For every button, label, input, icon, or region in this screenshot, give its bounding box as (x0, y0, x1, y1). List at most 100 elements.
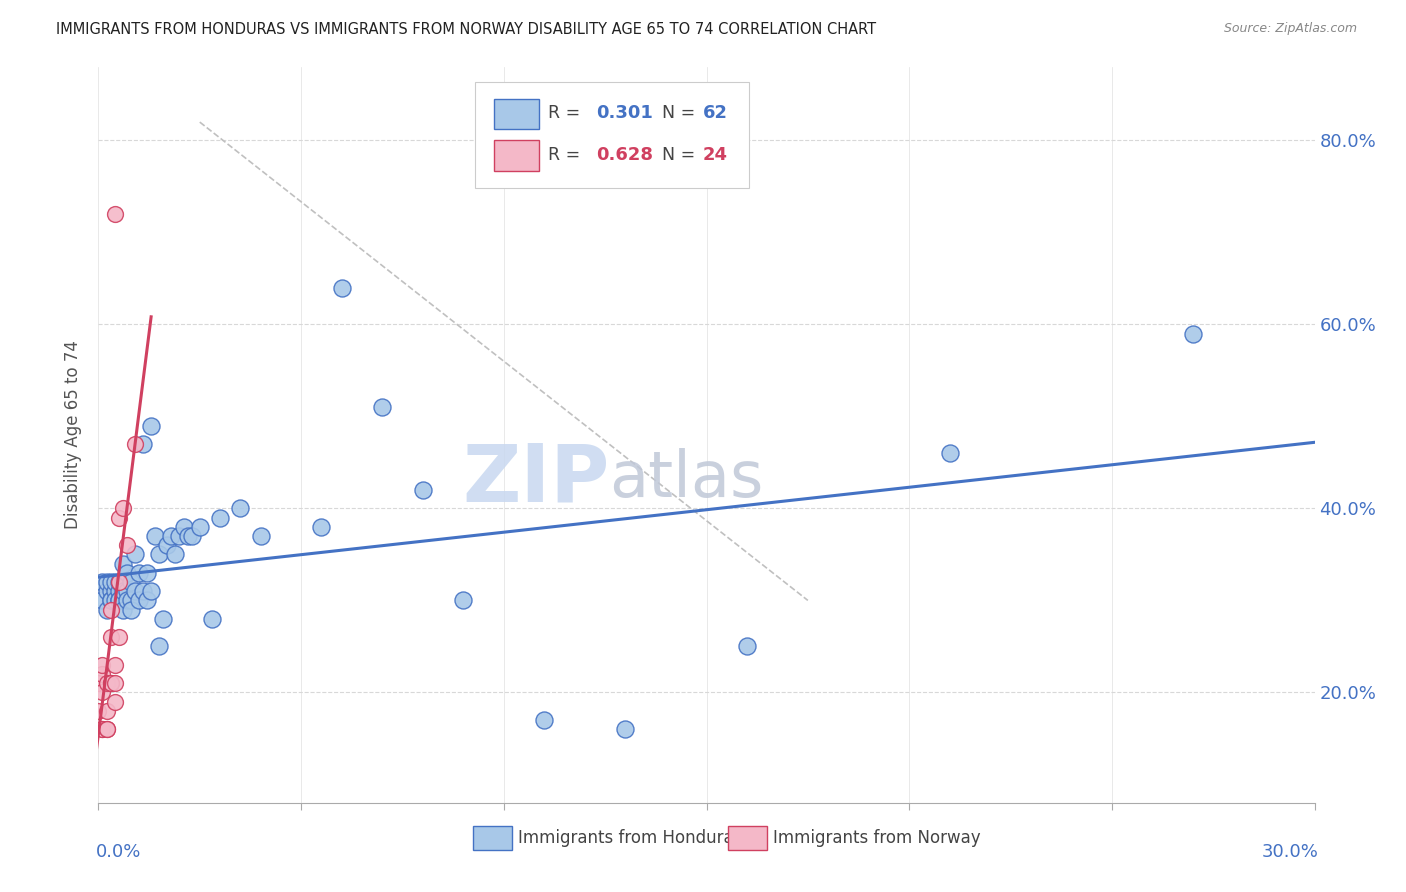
Point (96, 584, 118, 599)
Point (124, 584, 146, 599)
Point (96, 723, 118, 737)
Point (104, 584, 127, 599)
Point (139, 418, 162, 433)
Point (139, 584, 162, 599)
Point (115, 538, 138, 552)
Point (96, 723, 118, 737)
Point (100, 630, 122, 644)
Point (100, 676, 122, 690)
Text: 30.0%: 30.0% (1263, 843, 1319, 861)
Point (120, 593, 142, 607)
Point (107, 630, 129, 644)
Point (107, 584, 129, 599)
Point (107, 593, 129, 607)
Y-axis label: Disability Age 65 to 74: Disability Age 65 to 74 (65, 341, 83, 529)
Text: IMMIGRANTS FROM HONDURAS VS IMMIGRANTS FROM NORWAY DISABILITY AGE 65 TO 74 CORRE: IMMIGRANTS FROM HONDURAS VS IMMIGRANTS F… (56, 22, 876, 37)
Point (124, 548, 146, 562)
Point (330, 280, 353, 294)
Point (735, 640, 758, 654)
Point (100, 593, 122, 607)
Point (165, 548, 187, 562)
Point (371, 401, 394, 415)
Point (104, 574, 127, 589)
Point (156, 538, 179, 552)
Point (107, 593, 129, 607)
Text: 0.628: 0.628 (596, 146, 652, 164)
Point (1182, 326, 1205, 341)
Point (104, 207, 127, 221)
Point (96, 574, 118, 589)
Point (111, 501, 134, 516)
Point (939, 446, 962, 460)
Point (91, 723, 114, 737)
FancyBboxPatch shape (494, 98, 538, 129)
Point (614, 723, 637, 737)
Point (120, 574, 142, 589)
Text: Immigrants from Honduras: Immigrants from Honduras (517, 830, 742, 847)
Text: Immigrants from Norway: Immigrants from Norway (773, 830, 981, 847)
Point (111, 557, 134, 571)
Point (132, 584, 155, 599)
Point (115, 566, 138, 580)
Point (91, 667, 114, 681)
Point (143, 529, 166, 543)
Point (136, 566, 159, 580)
Point (173, 520, 195, 534)
Point (100, 574, 122, 589)
Point (96, 676, 118, 690)
Point (132, 437, 155, 451)
Point (209, 510, 232, 524)
Point (111, 602, 134, 616)
Text: N =: N = (661, 146, 700, 164)
Point (100, 584, 122, 599)
Point (120, 602, 142, 616)
FancyBboxPatch shape (728, 826, 768, 850)
Point (412, 483, 434, 497)
Text: 0.0%: 0.0% (96, 843, 141, 861)
Point (87, 676, 110, 690)
Point (91, 574, 114, 589)
Text: 62: 62 (703, 104, 728, 122)
Point (100, 676, 122, 690)
Point (91, 723, 114, 737)
Point (111, 574, 134, 589)
Point (136, 593, 159, 607)
Point (96, 704, 118, 718)
Point (91, 685, 114, 699)
Point (229, 501, 252, 516)
Point (107, 510, 129, 524)
Point (176, 529, 198, 543)
Point (91, 593, 114, 607)
Point (169, 529, 191, 543)
FancyBboxPatch shape (472, 826, 512, 850)
Point (104, 657, 127, 672)
Point (115, 584, 138, 599)
Point (100, 602, 122, 616)
Point (453, 593, 475, 607)
Text: 0.301: 0.301 (596, 104, 652, 122)
Point (148, 548, 170, 562)
Point (533, 713, 555, 727)
Text: N =: N = (661, 104, 700, 122)
FancyBboxPatch shape (475, 81, 749, 188)
Text: 24: 24 (703, 146, 728, 164)
Text: Source: ZipAtlas.com: Source: ZipAtlas.com (1223, 22, 1357, 36)
Point (107, 574, 129, 589)
Text: atlas: atlas (609, 448, 763, 510)
Point (91, 657, 114, 672)
Point (104, 593, 127, 607)
Text: ZIP: ZIP (463, 440, 609, 518)
Point (148, 640, 170, 654)
Point (104, 695, 127, 709)
Point (128, 593, 150, 607)
Text: R =: R = (548, 104, 586, 122)
Point (188, 520, 211, 534)
FancyBboxPatch shape (494, 140, 538, 171)
Point (152, 612, 174, 626)
Point (128, 566, 150, 580)
Point (180, 529, 202, 543)
Point (124, 437, 146, 451)
Point (160, 529, 183, 543)
Point (104, 676, 127, 690)
Point (87, 704, 110, 718)
